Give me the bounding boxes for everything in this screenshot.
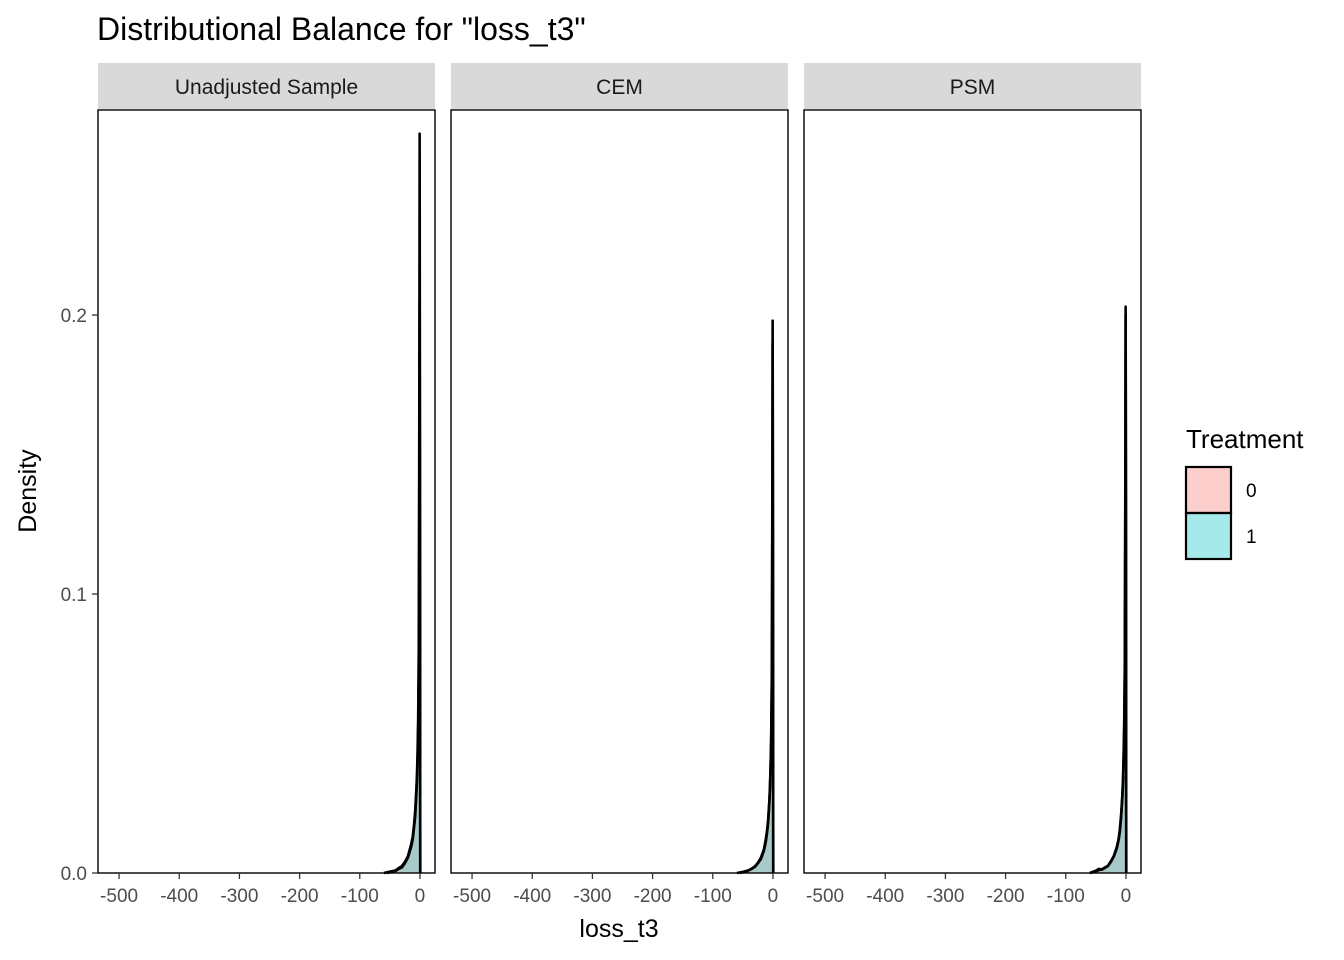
- x-tick-label: -500: [806, 886, 844, 907]
- x-tick-label: -200: [987, 886, 1025, 907]
- panel-background: [451, 110, 788, 873]
- x-tick-label: -400: [866, 886, 904, 907]
- x-axis-title: loss_t3: [579, 915, 658, 943]
- x-tick-label: -300: [926, 886, 964, 907]
- facet-panel: PSM -500 -400 -300 -200 -100 0: [803, 63, 1142, 907]
- x-tick-label: -300: [220, 886, 258, 907]
- y-axis-title: Density: [14, 449, 42, 533]
- x-tick-label: -400: [160, 886, 198, 907]
- x-tick-label: -100: [341, 886, 379, 907]
- density-area-treatment-0: [1089, 315, 1127, 873]
- x-tick-label: -100: [694, 886, 732, 907]
- facet-strip: [98, 63, 435, 109]
- density-line-treatment-1: [736, 319, 775, 875]
- panel-border: [97, 109, 436, 874]
- panel-background: [98, 110, 435, 873]
- density-area-treatment-1: [1089, 306, 1127, 873]
- density-area-treatment-0: [739, 342, 774, 873]
- y-tick-label: 0.1: [61, 585, 87, 606]
- x-tick-label: -100: [1047, 886, 1085, 907]
- density-area-treatment-0: [386, 301, 421, 874]
- x-tick-label: -500: [453, 886, 491, 907]
- x-tick-label: 0: [1121, 886, 1132, 907]
- legend: Treatment 0 1: [1184, 424, 1304, 561]
- x-tick-label: -300: [573, 886, 611, 907]
- legend-title: Treatment: [1186, 424, 1304, 454]
- chart-title: Distributional Balance for "loss_t3": [97, 11, 586, 47]
- facet-panel: CEM -500 -400 -300 -200 -100 0: [450, 63, 789, 907]
- x-tick-label: -400: [513, 886, 551, 907]
- facet-strip-label: CEM: [596, 76, 643, 99]
- x-tick-label: -500: [100, 886, 138, 907]
- legend-key-0: [1184, 465, 1233, 515]
- legend-label: 1: [1246, 527, 1257, 548]
- legend-key-1: [1184, 511, 1233, 561]
- density-line-treatment-1: [383, 132, 422, 875]
- x-tick-label: -200: [281, 886, 319, 907]
- facet-panels: Unadjusted Sample-500 -400 -300 -200 -100 0CE…: [97, 63, 1142, 907]
- facet-strip-label: Unadjusted Sample: [175, 76, 358, 99]
- facet-strip-label: PSM: [950, 76, 996, 99]
- y-axis: 0.0 0.1 0.2: [61, 306, 98, 885]
- y-tick-label: 0.2: [61, 306, 87, 327]
- facet-strip: [804, 63, 1141, 109]
- panel-border: [803, 109, 1142, 874]
- panel-background: [804, 110, 1141, 873]
- panel-border: [450, 109, 789, 874]
- x-tick-label: 0: [415, 886, 426, 907]
- legend-label: 0: [1246, 481, 1257, 502]
- facet-strip: [451, 63, 788, 109]
- x-tick-label: 0: [768, 886, 779, 907]
- y-tick-label: 0.0: [61, 864, 87, 885]
- facet-panel: Unadjusted Sample -500 -400 -300 -200 -100 0: [97, 63, 436, 907]
- density-line-treatment-1: [1089, 305, 1128, 875]
- x-tick-label: -200: [634, 886, 672, 907]
